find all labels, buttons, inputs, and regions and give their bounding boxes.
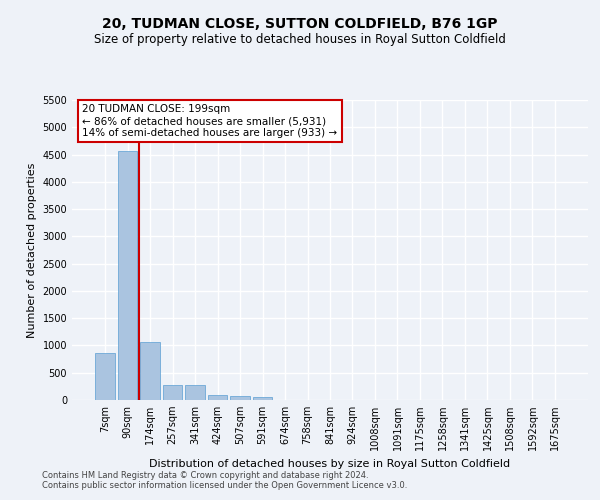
Text: 20, TUDMAN CLOSE, SUTTON COLDFIELD, B76 1GP: 20, TUDMAN CLOSE, SUTTON COLDFIELD, B76 …: [102, 18, 498, 32]
Bar: [118, 152, 137, 400]
Bar: [140, 342, 160, 400]
Y-axis label: Number of detached properties: Number of detached properties: [27, 162, 37, 338]
Bar: [253, 398, 272, 400]
Bar: [163, 384, 182, 400]
Text: Contains public sector information licensed under the Open Government Licence v3: Contains public sector information licen…: [42, 481, 407, 490]
Bar: [230, 396, 250, 400]
Text: Size of property relative to detached houses in Royal Sutton Coldfield: Size of property relative to detached ho…: [94, 32, 506, 46]
Text: 20 TUDMAN CLOSE: 199sqm
← 86% of detached houses are smaller (5,931)
14% of semi: 20 TUDMAN CLOSE: 199sqm ← 86% of detache…: [82, 104, 337, 138]
Bar: [185, 384, 205, 400]
Bar: [95, 352, 115, 400]
Text: Contains HM Land Registry data © Crown copyright and database right 2024.: Contains HM Land Registry data © Crown c…: [42, 471, 368, 480]
Bar: [208, 396, 227, 400]
X-axis label: Distribution of detached houses by size in Royal Sutton Coldfield: Distribution of detached houses by size …: [149, 458, 511, 468]
